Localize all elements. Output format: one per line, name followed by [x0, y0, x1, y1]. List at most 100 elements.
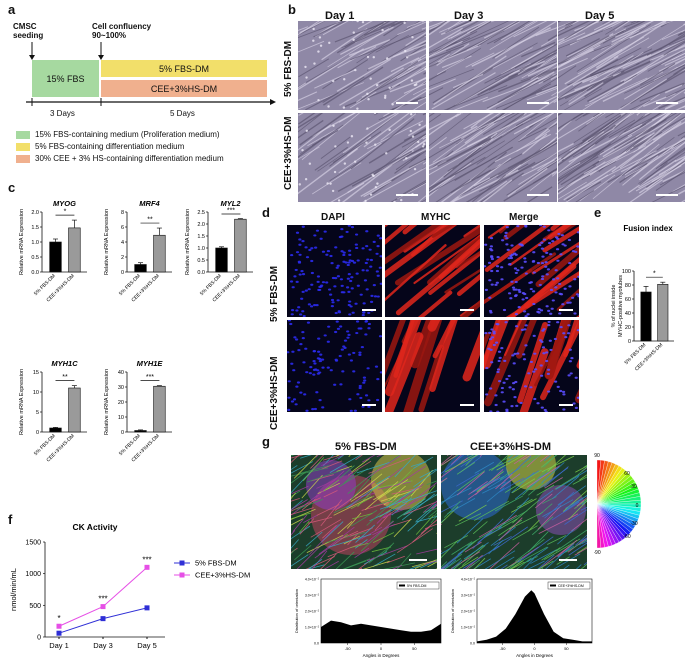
dapi-nucleus	[532, 271, 536, 274]
scale-bar	[460, 404, 474, 406]
fiber-streak	[542, 499, 574, 517]
myotube-streak	[558, 21, 591, 37]
myotube-streak	[370, 133, 426, 177]
myotube-streak	[396, 60, 426, 80]
y-axis-label: Distribution of orientation	[450, 589, 455, 633]
myotube-streak	[540, 36, 557, 47]
fiber-streak	[369, 480, 413, 490]
dapi-nucleus	[295, 309, 299, 312]
myhc-fiber	[438, 238, 480, 279]
myotube-streak	[493, 21, 531, 44]
dapi-nucleus	[541, 255, 545, 258]
fiber-streak	[323, 560, 339, 569]
fiber-streak	[547, 535, 566, 545]
dapi-nucleus	[511, 354, 515, 357]
myotube-streak	[368, 127, 426, 164]
dapi-nucleus	[511, 286, 516, 289]
dapi-nucleus	[365, 230, 369, 233]
myotube-streak	[495, 89, 543, 109]
myotube-streak	[492, 26, 540, 59]
myotube-streak	[613, 113, 633, 129]
dapi-nucleus	[370, 294, 374, 297]
myotube-streak	[340, 26, 394, 56]
fiber-streak	[291, 518, 304, 526]
myotube-streak	[429, 138, 494, 176]
myotube-streak	[452, 73, 484, 89]
legend-text: 30% CEE + 3% HS-containing differentiati…	[35, 154, 224, 163]
dapi-nucleus	[498, 356, 502, 359]
dapi-nucleus	[289, 280, 294, 283]
myotube-streak	[320, 136, 351, 160]
dapi-nucleus	[355, 246, 359, 250]
fiber-streak	[478, 514, 517, 538]
fiber-streak	[403, 493, 437, 516]
dapi-nucleus	[375, 398, 380, 402]
myotube-streak	[378, 113, 394, 121]
myotube-streak	[581, 160, 617, 180]
series-marker	[56, 630, 62, 636]
dapi-nucleus	[516, 225, 520, 228]
dapi-nucleus	[287, 380, 291, 383]
dapi-nucleus	[301, 310, 305, 313]
dapi-nucleus	[334, 246, 338, 249]
myotube-streak	[301, 113, 361, 161]
dapi-nucleus	[379, 371, 382, 374]
fiber-streak	[410, 469, 433, 497]
dapi-nucleus	[551, 240, 555, 243]
dapi-nucleus	[544, 410, 548, 412]
fiber-streak	[378, 467, 403, 487]
dapi-nucleus	[547, 320, 551, 324]
dapi-nucleus	[299, 343, 303, 346]
cell-dot	[411, 36, 414, 39]
fiber-streak	[346, 512, 362, 529]
myotube-streak	[400, 43, 426, 62]
fiber-streak	[494, 495, 523, 512]
dapi-nucleus	[319, 285, 323, 288]
fiber-streak	[291, 467, 329, 477]
dapi-nucleus	[514, 280, 518, 284]
myotube-streak	[314, 146, 349, 171]
dapi-nucleus	[350, 276, 354, 279]
fiber-streak	[415, 515, 434, 535]
fiber-streak	[488, 455, 522, 471]
dapi-nucleus	[568, 301, 572, 304]
myotube-streak	[558, 150, 605, 181]
cell-dot	[388, 128, 391, 132]
myotube-streak	[332, 131, 382, 164]
fiber-streak	[316, 504, 340, 516]
dapi-nucleus	[529, 281, 533, 284]
myotube-streak	[518, 159, 557, 185]
bar	[153, 234, 166, 273]
myhc-fiber	[509, 225, 569, 266]
dapi-nucleus	[326, 340, 330, 343]
fiber-streak	[377, 479, 409, 500]
cell-dot	[403, 21, 406, 25]
myotube-streak	[330, 182, 365, 202]
myotube-streak	[558, 26, 612, 50]
x-axis-label: Angles in Degrees	[516, 653, 554, 658]
myotube-streak	[568, 51, 644, 102]
myotube-streak	[380, 113, 418, 141]
dapi-nucleus	[376, 295, 380, 298]
significance-stars: **	[147, 217, 153, 224]
fiber-streak	[470, 476, 505, 494]
myotube-streak	[407, 60, 426, 70]
myotube-streak	[298, 56, 351, 88]
dapi-nucleus	[545, 359, 549, 363]
dapi-nucleus	[573, 312, 577, 315]
myotube-streak	[613, 37, 650, 59]
fiber-streak	[540, 467, 569, 488]
myotube-streak	[639, 82, 685, 102]
fiber-streak	[320, 499, 343, 527]
dapi-nucleus	[492, 330, 496, 333]
fiber-streak	[322, 524, 337, 539]
myotube-streak	[429, 25, 479, 54]
myotube-streak	[611, 121, 682, 173]
myhc-fiber	[444, 268, 480, 294]
myotube-streak	[677, 30, 685, 37]
myotube-streak	[465, 132, 498, 159]
myotube-streak	[638, 141, 685, 181]
myotube-streak	[519, 49, 557, 72]
myotube-streak	[494, 52, 557, 81]
fluorescence-texture	[287, 320, 382, 412]
